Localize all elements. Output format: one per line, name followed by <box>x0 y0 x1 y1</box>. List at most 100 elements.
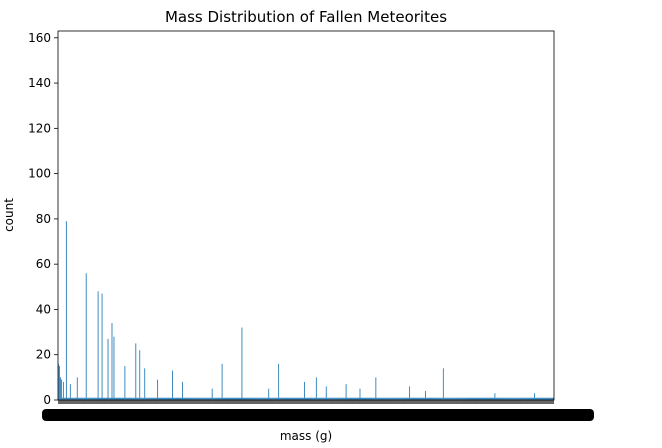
bar <box>541 397 542 400</box>
bar <box>76 377 78 400</box>
bar <box>440 397 442 400</box>
bar <box>253 397 255 400</box>
y-tick-label: 160 <box>28 31 51 45</box>
bar <box>438 397 440 400</box>
bar <box>162 397 163 400</box>
bar <box>65 221 67 400</box>
bar <box>91 397 93 400</box>
bar <box>108 397 110 400</box>
bar <box>113 336 115 400</box>
bar <box>214 397 216 400</box>
bar <box>528 397 530 400</box>
bar <box>259 397 261 400</box>
bar <box>251 397 253 400</box>
bar <box>109 397 111 400</box>
bar <box>320 397 322 400</box>
bar <box>506 397 508 400</box>
bar <box>545 397 546 400</box>
bar <box>174 397 175 400</box>
bar <box>348 397 350 400</box>
bar <box>436 397 438 400</box>
bar <box>84 397 86 400</box>
bar <box>215 397 217 400</box>
bar <box>112 397 114 400</box>
bar <box>276 397 278 400</box>
bar <box>213 397 215 400</box>
bar <box>466 397 468 400</box>
bar <box>531 397 533 400</box>
bar <box>420 397 421 400</box>
bar <box>384 397 386 400</box>
bar <box>182 397 184 400</box>
bar <box>146 397 148 400</box>
bar <box>240 397 242 400</box>
bar <box>485 397 487 400</box>
bar <box>267 397 269 400</box>
bar <box>476 397 478 400</box>
bar <box>103 397 105 400</box>
bar <box>497 397 499 400</box>
bar <box>209 397 211 400</box>
bar <box>403 397 405 400</box>
bar <box>101 293 103 400</box>
bar <box>433 397 435 400</box>
y-tick-label: 120 <box>28 121 51 135</box>
bar <box>399 397 401 400</box>
bar <box>95 397 97 400</box>
bar <box>170 397 171 400</box>
bar <box>538 397 539 400</box>
bar <box>495 397 497 400</box>
bar <box>115 397 117 400</box>
bar <box>94 397 96 400</box>
bar <box>298 397 299 400</box>
bar <box>277 397 279 400</box>
x-tick-labels-overlap <box>42 409 594 421</box>
bar <box>379 397 381 400</box>
bar <box>486 397 488 400</box>
bar <box>454 397 456 400</box>
bar <box>536 397 537 400</box>
bar <box>188 397 190 400</box>
bar <box>153 397 155 400</box>
bar <box>417 397 418 400</box>
bar <box>248 397 250 400</box>
bar <box>131 397 133 400</box>
bar <box>512 397 514 400</box>
bar <box>249 397 251 400</box>
bar <box>430 397 432 400</box>
bar <box>361 397 363 400</box>
bar <box>149 397 151 400</box>
bar <box>190 397 192 400</box>
bar <box>547 397 548 400</box>
bar <box>369 397 371 400</box>
bar <box>271 397 273 400</box>
bar <box>406 397 408 400</box>
bar <box>321 397 323 400</box>
bar <box>319 397 321 400</box>
bar <box>306 397 307 400</box>
bar <box>534 393 535 400</box>
bar <box>452 397 454 400</box>
bar <box>356 397 358 400</box>
plot-frame <box>57 30 555 401</box>
bar <box>75 397 77 400</box>
bar <box>78 397 80 400</box>
bar <box>293 397 294 400</box>
bar <box>204 397 206 400</box>
bar <box>144 368 146 400</box>
bar <box>448 397 450 400</box>
bar <box>219 397 221 400</box>
bar <box>104 397 106 400</box>
bar <box>345 384 347 400</box>
bar <box>136 397 138 400</box>
bar <box>235 397 237 400</box>
bar <box>83 397 85 400</box>
bar <box>521 397 523 400</box>
bar <box>270 397 272 400</box>
bar <box>181 397 182 400</box>
bar <box>527 397 529 400</box>
bar <box>337 397 339 400</box>
bar <box>133 397 135 400</box>
bar <box>118 397 120 400</box>
bar <box>342 397 344 400</box>
